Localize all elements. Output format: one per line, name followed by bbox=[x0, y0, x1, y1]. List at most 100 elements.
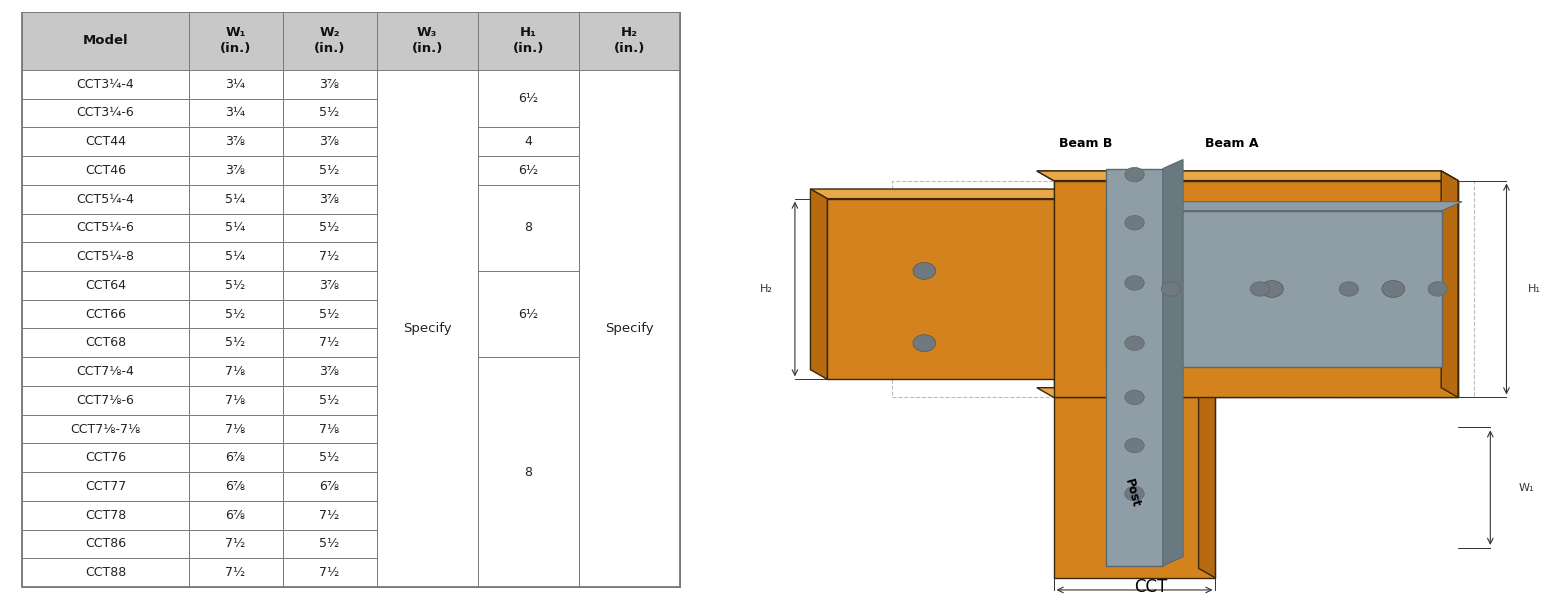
Polygon shape bbox=[1054, 397, 1216, 578]
Bar bbox=[376, 12, 477, 70]
Text: CCT78: CCT78 bbox=[86, 509, 126, 522]
Text: H₂: H₂ bbox=[760, 284, 773, 294]
Text: 3¼: 3¼ bbox=[225, 107, 246, 119]
Bar bbox=[578, 70, 680, 587]
Bar bbox=[283, 357, 376, 386]
Bar bbox=[477, 12, 578, 70]
Bar bbox=[188, 444, 283, 472]
Text: 3⅞: 3⅞ bbox=[225, 164, 246, 177]
Bar bbox=[188, 156, 283, 185]
Text: 5½: 5½ bbox=[319, 452, 339, 464]
Text: Specify: Specify bbox=[403, 322, 451, 335]
Text: 6⅞: 6⅞ bbox=[225, 452, 246, 464]
Bar bbox=[22, 530, 188, 558]
Bar bbox=[22, 472, 188, 501]
Bar bbox=[188, 99, 283, 127]
Text: CCT5¼-4: CCT5¼-4 bbox=[76, 193, 134, 206]
Circle shape bbox=[1250, 282, 1269, 296]
Text: Beam B: Beam B bbox=[1059, 137, 1113, 150]
Text: 5¼: 5¼ bbox=[225, 250, 246, 263]
Polygon shape bbox=[1106, 202, 1462, 211]
Text: 6½: 6½ bbox=[518, 92, 538, 105]
Text: 4: 4 bbox=[524, 135, 532, 148]
Bar bbox=[283, 214, 376, 242]
Text: 3⅞: 3⅞ bbox=[319, 135, 339, 148]
Text: Specify: Specify bbox=[605, 322, 655, 335]
Text: CCT68: CCT68 bbox=[86, 337, 126, 349]
Bar bbox=[283, 12, 376, 70]
Text: 7½: 7½ bbox=[319, 509, 339, 522]
Text: CCT46: CCT46 bbox=[86, 164, 126, 177]
Text: CCT7⅛-6: CCT7⅛-6 bbox=[76, 394, 134, 407]
Circle shape bbox=[1261, 281, 1283, 297]
Text: CCT86: CCT86 bbox=[86, 538, 126, 550]
Text: 8: 8 bbox=[524, 222, 532, 234]
Text: 5½: 5½ bbox=[319, 394, 339, 407]
Circle shape bbox=[913, 262, 936, 279]
Text: 5½: 5½ bbox=[225, 279, 246, 292]
Polygon shape bbox=[1037, 171, 1459, 181]
Polygon shape bbox=[1441, 171, 1459, 397]
Bar bbox=[283, 185, 376, 214]
Text: CCT64: CCT64 bbox=[86, 279, 126, 292]
Text: CCT5¼-8: CCT5¼-8 bbox=[76, 250, 134, 263]
Polygon shape bbox=[1054, 181, 1459, 397]
Bar bbox=[477, 271, 578, 357]
Text: H₁: H₁ bbox=[1529, 284, 1541, 294]
Bar bbox=[188, 329, 283, 357]
Bar bbox=[188, 472, 283, 501]
Text: CCT5¼-6: CCT5¼-6 bbox=[76, 222, 134, 234]
Bar bbox=[283, 444, 376, 472]
Text: 5½: 5½ bbox=[225, 337, 246, 349]
Bar bbox=[188, 300, 283, 329]
Text: 3⅞: 3⅞ bbox=[319, 365, 339, 378]
Bar bbox=[188, 12, 283, 70]
Text: 3⅞: 3⅞ bbox=[319, 279, 339, 292]
Text: 7⅛: 7⅛ bbox=[225, 394, 246, 407]
Circle shape bbox=[1124, 276, 1144, 290]
Bar bbox=[283, 329, 376, 357]
Bar bbox=[22, 501, 188, 530]
Bar bbox=[22, 99, 188, 127]
Bar bbox=[22, 156, 188, 185]
Text: 3¼: 3¼ bbox=[225, 78, 246, 91]
Bar bbox=[22, 300, 188, 329]
Text: 5½: 5½ bbox=[319, 222, 339, 234]
Text: Model: Model bbox=[82, 34, 128, 48]
Text: 7⅛: 7⅛ bbox=[319, 423, 339, 435]
Bar bbox=[188, 271, 283, 300]
Text: H₁
(in.): H₁ (in.) bbox=[513, 26, 544, 55]
Bar bbox=[188, 415, 283, 444]
Bar bbox=[283, 558, 376, 587]
Bar bbox=[188, 214, 283, 242]
Text: CCT77: CCT77 bbox=[86, 480, 126, 493]
Bar bbox=[283, 415, 376, 444]
Text: 7½: 7½ bbox=[225, 566, 246, 579]
Polygon shape bbox=[1163, 160, 1183, 566]
Bar bbox=[283, 386, 376, 415]
Bar bbox=[188, 70, 283, 99]
Bar bbox=[188, 558, 283, 587]
Circle shape bbox=[913, 335, 936, 352]
Bar bbox=[22, 558, 188, 587]
Text: 6½: 6½ bbox=[518, 308, 538, 321]
Polygon shape bbox=[1106, 169, 1163, 566]
Bar bbox=[283, 472, 376, 501]
Text: Beam A: Beam A bbox=[1205, 137, 1258, 150]
Polygon shape bbox=[827, 199, 1135, 379]
Bar bbox=[22, 271, 188, 300]
Bar bbox=[188, 530, 283, 558]
Bar bbox=[22, 185, 188, 214]
Bar bbox=[283, 70, 376, 99]
Text: 7½: 7½ bbox=[319, 566, 339, 579]
Text: 5½: 5½ bbox=[319, 538, 339, 550]
Text: 6⅞: 6⅞ bbox=[225, 509, 246, 522]
Bar bbox=[22, 70, 188, 99]
Bar bbox=[893, 181, 1474, 397]
Text: 5½: 5½ bbox=[225, 308, 246, 321]
Bar bbox=[283, 156, 376, 185]
Bar bbox=[477, 156, 578, 185]
Bar bbox=[188, 242, 283, 271]
Text: CCT88: CCT88 bbox=[86, 566, 126, 579]
Polygon shape bbox=[1106, 211, 1441, 367]
